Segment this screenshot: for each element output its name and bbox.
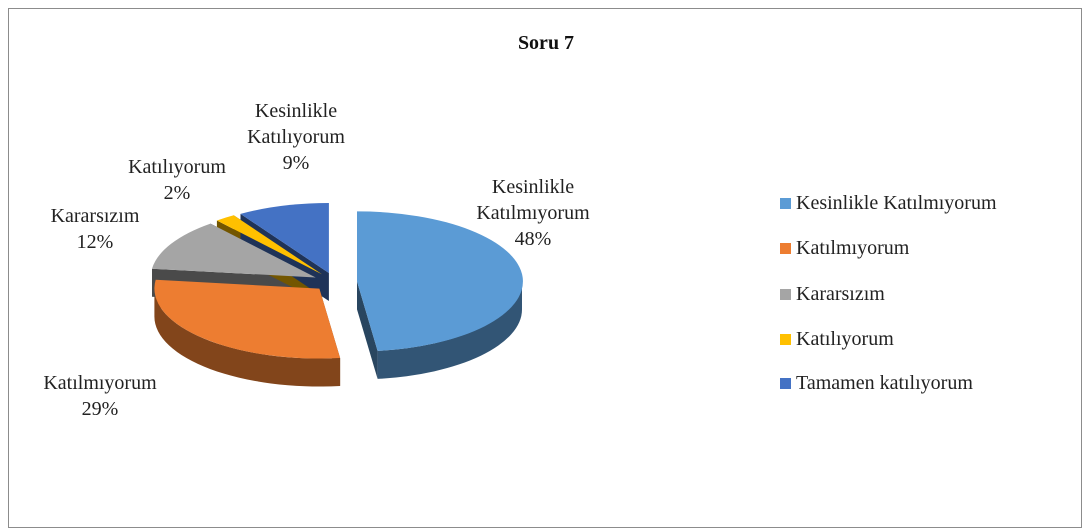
slice (216, 215, 323, 275)
slice-label: Kesinlikle Katılmıyorum (476, 176, 590, 224)
legend-swatch (780, 288, 791, 300)
data-label: Katılıyorum 2% (97, 154, 257, 206)
slice-side (377, 281, 523, 379)
value-label: 2% (163, 182, 191, 204)
value-label: 29% (81, 398, 119, 420)
legend-swatch (780, 242, 791, 254)
legend-swatch (780, 197, 791, 209)
slice-label: Kararsızım (50, 205, 140, 227)
legend-swatch (780, 333, 791, 345)
legend-item: Kesinlikle Katılmıyorum (780, 190, 997, 216)
legend-item: Tamamen katılıyorum (780, 370, 973, 396)
slice-label: Kesinlikle Katılıyorum (247, 100, 345, 148)
legend-label: Katılıyorum (796, 327, 894, 350)
chart-title: Soru 7 (517, 32, 575, 54)
data-label: Katılmıyorum 29% (0, 370, 200, 422)
legend-label: Tamamen katılıyorum (796, 371, 973, 394)
data-label: Kararsızım 12% (15, 203, 175, 255)
slice-label: Katılmıyorum (43, 372, 157, 394)
slice-side (154, 288, 341, 387)
slice (240, 203, 329, 273)
slice-label: Katılıyorum (128, 156, 226, 178)
slice (357, 211, 523, 351)
slice (154, 279, 341, 359)
legend-item: Kararsızım (780, 281, 885, 307)
legend-item: Katılmıyorum (780, 235, 909, 261)
value-label: 48% (514, 228, 552, 250)
data-label: Kesinlikle Katılıyorum 9% (226, 98, 366, 176)
data-label: Kesinlikle Katılmıyorum 48% (458, 174, 608, 252)
legend-item: Katılıyorum (780, 326, 894, 352)
legend-swatch (780, 377, 791, 389)
legend-label: Kesinlikle Katılmıyorum (796, 191, 997, 214)
slice-edge (357, 281, 378, 379)
value-label: 9% (282, 152, 310, 174)
slice (152, 223, 316, 278)
value-label: 12% (76, 231, 114, 253)
legend-label: Katılmıyorum (796, 236, 910, 259)
legend-label: Kararsızım (796, 282, 885, 305)
